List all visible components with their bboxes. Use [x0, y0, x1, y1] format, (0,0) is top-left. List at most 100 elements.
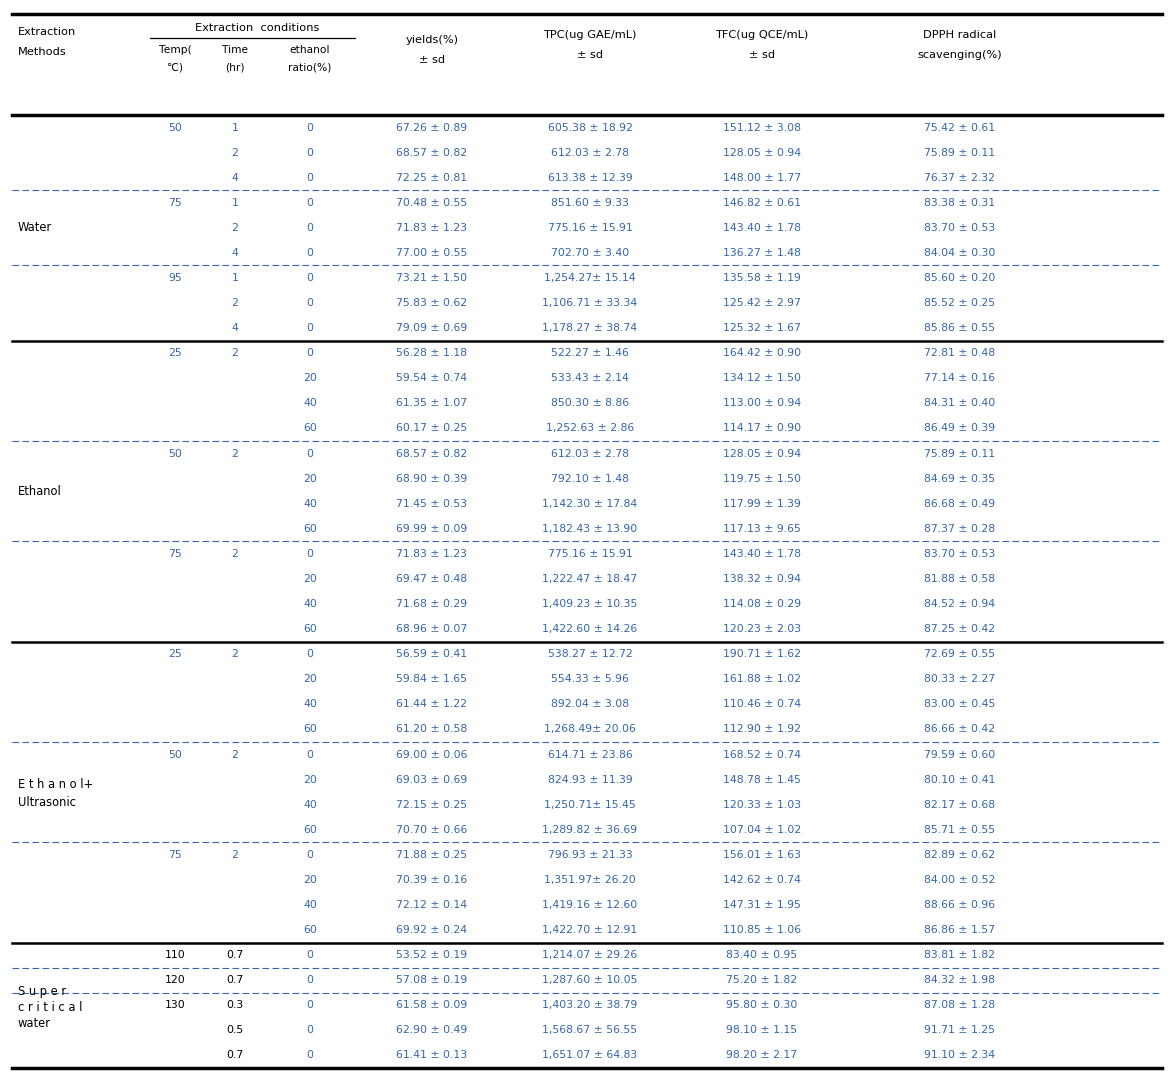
Text: 4: 4	[231, 248, 238, 258]
Text: 1,409.23 ± 10.35: 1,409.23 ± 10.35	[542, 599, 637, 609]
Text: 110.85 ± 1.06: 110.85 ± 1.06	[723, 925, 801, 935]
Text: 82.89 ± 0.62: 82.89 ± 0.62	[924, 850, 996, 860]
Text: 0: 0	[306, 650, 313, 659]
Text: 60: 60	[303, 724, 317, 735]
Text: Time: Time	[222, 45, 248, 55]
Text: 120.23 ± 2.03: 120.23 ± 2.03	[723, 624, 801, 634]
Text: 61.58 ± 0.09: 61.58 ± 0.09	[397, 1000, 467, 1010]
Text: 79.59 ± 0.60: 79.59 ± 0.60	[924, 750, 996, 760]
Text: 77.14 ± 0.16: 77.14 ± 0.16	[924, 373, 996, 383]
Text: TFC(ug QCE/mL): TFC(ug QCE/mL)	[715, 30, 809, 40]
Text: 130: 130	[164, 1000, 185, 1010]
Text: 114.17 ± 0.90: 114.17 ± 0.90	[723, 423, 801, 434]
Text: 60: 60	[303, 925, 317, 935]
Text: 136.27 ± 1.48: 136.27 ± 1.48	[723, 248, 801, 258]
Text: ℃): ℃)	[167, 63, 183, 73]
Text: Extraction  conditions: Extraction conditions	[195, 23, 319, 33]
Text: 0.5: 0.5	[227, 1025, 244, 1036]
Text: 0.7: 0.7	[227, 1051, 244, 1061]
Text: Temp(: Temp(	[158, 45, 191, 55]
Text: 538.27 ± 12.72: 538.27 ± 12.72	[547, 650, 633, 659]
Text: 84.69 ± 0.35: 84.69 ± 0.35	[924, 474, 996, 483]
Text: 1,422.70 ± 12.91: 1,422.70 ± 12.91	[542, 925, 637, 935]
Text: TPC(ug GAE/mL): TPC(ug GAE/mL)	[544, 30, 636, 40]
Text: 2: 2	[231, 298, 238, 309]
Text: 1,250.71± 15.45: 1,250.71± 15.45	[544, 800, 636, 809]
Text: 0: 0	[306, 298, 313, 309]
Text: 61.44 ± 1.22: 61.44 ± 1.22	[397, 699, 467, 709]
Text: ratio(%): ratio(%)	[289, 63, 332, 73]
Text: 1,351.97± 26.20: 1,351.97± 26.20	[544, 875, 636, 885]
Text: 95: 95	[168, 273, 182, 283]
Text: 72.15 ± 0.25: 72.15 ± 0.25	[397, 800, 467, 809]
Text: 135.58 ± 1.19: 135.58 ± 1.19	[723, 273, 801, 283]
Text: 76.37 ± 2.32: 76.37 ± 2.32	[924, 173, 996, 182]
Text: Ultrasonic: Ultrasonic	[18, 795, 76, 808]
Text: 2: 2	[231, 449, 238, 459]
Text: 87.08 ± 1.28: 87.08 ± 1.28	[924, 1000, 996, 1010]
Text: 1,651.07 ± 64.83: 1,651.07 ± 64.83	[542, 1051, 637, 1061]
Text: 20: 20	[303, 674, 317, 684]
Text: 4: 4	[231, 324, 238, 333]
Text: 70.48 ± 0.55: 70.48 ± 0.55	[397, 197, 467, 208]
Text: 143.40 ± 1.78: 143.40 ± 1.78	[723, 223, 801, 233]
Text: 60: 60	[303, 423, 317, 434]
Text: 775.16 ± 15.91: 775.16 ± 15.91	[547, 549, 633, 559]
Text: 1,178.27 ± 38.74: 1,178.27 ± 38.74	[542, 324, 637, 333]
Text: 0: 0	[306, 951, 313, 960]
Text: 796.93 ± 21.33: 796.93 ± 21.33	[547, 850, 633, 860]
Text: 75: 75	[168, 549, 182, 559]
Text: 72.81 ± 0.48: 72.81 ± 0.48	[924, 349, 996, 358]
Text: water: water	[18, 1016, 50, 1029]
Text: 71.83 ± 1.23: 71.83 ± 1.23	[397, 549, 467, 559]
Text: 0: 0	[306, 223, 313, 233]
Text: 83.70 ± 0.53: 83.70 ± 0.53	[924, 223, 996, 233]
Text: 25: 25	[168, 349, 182, 358]
Text: 0: 0	[306, 449, 313, 459]
Text: 0: 0	[306, 975, 313, 985]
Text: 25: 25	[168, 650, 182, 659]
Text: 40: 40	[303, 498, 317, 508]
Text: 2: 2	[231, 349, 238, 358]
Text: 117.99 ± 1.39: 117.99 ± 1.39	[723, 498, 801, 508]
Text: 120: 120	[164, 975, 185, 985]
Text: 86.66 ± 0.42: 86.66 ± 0.42	[924, 724, 996, 735]
Text: 2: 2	[231, 549, 238, 559]
Text: 142.62 ± 0.74: 142.62 ± 0.74	[723, 875, 801, 885]
Text: 59.84 ± 1.65: 59.84 ± 1.65	[397, 674, 467, 684]
Text: 75.42 ± 0.61: 75.42 ± 0.61	[924, 123, 996, 133]
Text: 40: 40	[303, 599, 317, 609]
Text: 70.39 ± 0.16: 70.39 ± 0.16	[397, 875, 467, 885]
Text: 68.57 ± 0.82: 68.57 ± 0.82	[397, 148, 467, 158]
Text: 113.00 ± 0.94: 113.00 ± 0.94	[723, 398, 801, 409]
Text: 0: 0	[306, 273, 313, 283]
Text: 1,106.71 ± 33.34: 1,106.71 ± 33.34	[542, 298, 637, 309]
Text: 190.71 ± 1.62: 190.71 ± 1.62	[723, 650, 801, 659]
Text: 75.89 ± 0.11: 75.89 ± 0.11	[924, 148, 996, 158]
Text: 1,222.47 ± 18.47: 1,222.47 ± 18.47	[542, 574, 637, 584]
Text: 83.38 ± 0.31: 83.38 ± 0.31	[924, 197, 996, 208]
Text: 1: 1	[231, 273, 238, 283]
Text: 61.35 ± 1.07: 61.35 ± 1.07	[397, 398, 467, 409]
Text: DPPH radical: DPPH radical	[924, 30, 997, 40]
Text: 86.49 ± 0.39: 86.49 ± 0.39	[924, 423, 996, 434]
Text: 148.78 ± 1.45: 148.78 ± 1.45	[723, 775, 801, 784]
Text: 110: 110	[164, 951, 185, 960]
Text: 53.52 ± 0.19: 53.52 ± 0.19	[397, 951, 467, 960]
Text: 0: 0	[306, 148, 313, 158]
Text: 792.10 ± 1.48: 792.10 ± 1.48	[551, 474, 629, 483]
Text: 533.43 ± 2.14: 533.43 ± 2.14	[551, 373, 629, 383]
Text: 72.12 ± 0.14: 72.12 ± 0.14	[397, 900, 467, 910]
Text: 84.32 ± 1.98: 84.32 ± 1.98	[924, 975, 996, 985]
Text: 134.12 ± 1.50: 134.12 ± 1.50	[723, 373, 801, 383]
Text: 50: 50	[168, 123, 182, 133]
Text: 0: 0	[306, 123, 313, 133]
Text: 98.10 ± 1.15: 98.10 ± 1.15	[727, 1025, 797, 1036]
Text: 86.68 ± 0.49: 86.68 ± 0.49	[924, 498, 996, 508]
Text: 75.20 ± 1.82: 75.20 ± 1.82	[727, 975, 797, 985]
Text: 168.52 ± 0.74: 168.52 ± 0.74	[723, 750, 801, 760]
Text: 85.71 ± 0.55: 85.71 ± 0.55	[924, 824, 996, 835]
Text: 892.04 ± 3.08: 892.04 ± 3.08	[551, 699, 629, 709]
Text: 147.31 ± 1.95: 147.31 ± 1.95	[723, 900, 801, 910]
Text: 40: 40	[303, 699, 317, 709]
